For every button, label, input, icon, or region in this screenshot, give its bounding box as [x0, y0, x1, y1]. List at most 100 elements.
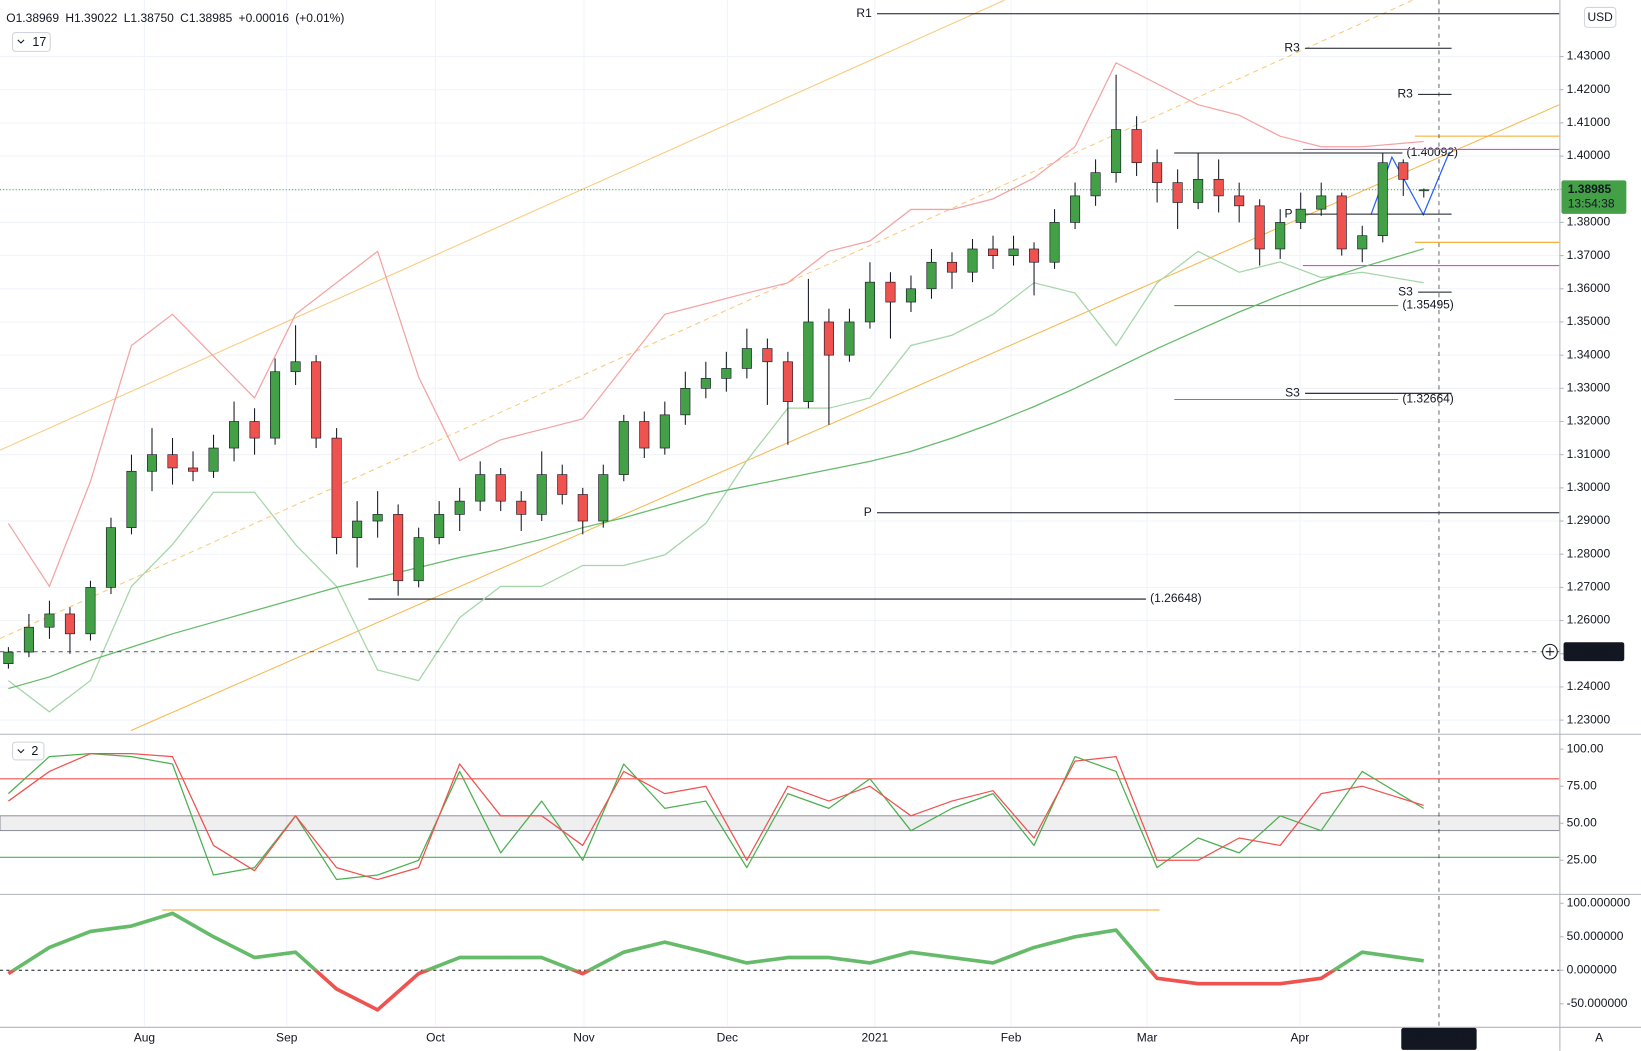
candle-body — [1090, 172, 1101, 197]
y-tick-label: 50.00 — [1567, 815, 1597, 829]
candle-body — [598, 474, 609, 522]
candle-body — [188, 467, 199, 472]
trend-line — [0, 0, 1005, 451]
x-tick-label: Mar — [1137, 1030, 1158, 1044]
y-tick-label: 1.34000 — [1567, 347, 1611, 361]
y-tick-label: 1.23000 — [1567, 712, 1611, 726]
y-tick-label: 100.00 — [1567, 741, 1604, 755]
candle-body — [146, 454, 158, 472]
candle-body — [741, 348, 752, 369]
chevron-icon — [17, 39, 25, 44]
candle-body — [946, 261, 958, 273]
chevron-icon — [17, 749, 25, 754]
candle-body — [105, 527, 116, 588]
candle-body — [1213, 178, 1224, 197]
level-label: P — [864, 505, 872, 519]
level-label: R3 — [1397, 87, 1413, 101]
indicator-line — [8, 753, 1424, 881]
y-tick-label: 1.37000 — [1567, 248, 1611, 262]
candle-body — [905, 288, 916, 303]
y-tick-label: -50.000000 — [1567, 996, 1628, 1010]
momentum-pane — [0, 909, 1560, 1012]
candle-body — [1254, 205, 1265, 250]
y-tick-label: 1.40000 — [1567, 148, 1611, 162]
x-tick-label: Oct — [426, 1030, 445, 1044]
candle-body — [495, 474, 506, 502]
candle-body — [413, 537, 424, 582]
candle-body — [331, 437, 342, 538]
x-tick-label: Nov — [573, 1030, 594, 1044]
candle-body — [885, 281, 896, 303]
currency-box[interactable] — [1583, 6, 1617, 28]
level-label: (1.35495) — [1402, 298, 1453, 312]
candle-body — [1418, 189, 1429, 192]
candle-body — [454, 500, 465, 515]
last-price-tag — [1561, 180, 1627, 214]
candle-body — [475, 474, 486, 502]
candle-body — [823, 321, 834, 356]
level-label: (1.40092) — [1407, 145, 1458, 159]
level-label: R1 — [856, 6, 872, 20]
candle-body — [1172, 182, 1183, 203]
ohlc-value: C1.38985 — [180, 11, 232, 25]
indicator-count: 2 — [31, 744, 38, 758]
level-label: S3 — [1398, 284, 1413, 298]
plus-icon — [1545, 647, 1555, 656]
crosshair-time: 29 Apr '21 — [1412, 1032, 1466, 1046]
candle-body — [44, 613, 55, 628]
ohlc-value: H1.39022 — [65, 11, 117, 25]
overlay-line — [8, 248, 1424, 690]
candle-body — [1275, 222, 1286, 250]
indicator-line — [7, 753, 1425, 881]
indicator-toggle[interactable] — [12, 32, 51, 52]
countdown: 13:54:38 — [1568, 197, 1615, 211]
band — [0, 815, 1560, 832]
y-tick-label: 1.42000 — [1567, 82, 1611, 96]
y-tick-label: 100.000000 — [1567, 895, 1631, 909]
ohlc-value: (+0.01%) — [295, 11, 344, 25]
candle-body — [23, 626, 34, 653]
candle-body — [762, 348, 773, 363]
candle-body — [680, 388, 691, 416]
candle-body — [1131, 129, 1142, 164]
candle-body — [803, 321, 814, 402]
candle-body — [987, 248, 999, 256]
level-label: (1.26648) — [1150, 591, 1201, 605]
y-tick-label: 25.00 — [1567, 852, 1597, 866]
candle-body — [659, 414, 670, 449]
candle-body — [1111, 129, 1122, 173]
level-label: S3 — [1285, 385, 1300, 399]
candle-body — [721, 368, 732, 379]
crosshair-time-tag — [1401, 1027, 1477, 1050]
candle-body — [249, 421, 260, 439]
level-label: R3 — [1284, 40, 1300, 54]
candle-body — [1336, 195, 1347, 250]
indicator-toggle[interactable] — [12, 741, 45, 761]
y-tick-label: 1.33000 — [1567, 380, 1611, 394]
candle-body — [1357, 235, 1368, 250]
candle-body — [1070, 195, 1081, 223]
trend-line — [0, 0, 1414, 640]
overlay-line — [7, 250, 1424, 713]
currency: USD — [1587, 10, 1613, 24]
candle-body — [1008, 248, 1019, 256]
auto-scale[interactable]: A — [1595, 1030, 1603, 1044]
crosshair-price-tag — [1563, 642, 1625, 662]
candle-body — [290, 361, 301, 373]
x-tick-label: 2021 — [861, 1030, 888, 1044]
overlay-line — [7, 61, 1424, 588]
y-tick-label: 1.43000 — [1567, 49, 1611, 63]
x-tick-label: Dec — [717, 1030, 738, 1044]
level-label: P — [1284, 206, 1292, 220]
candle-body — [434, 514, 445, 538]
candle-body — [1049, 222, 1060, 263]
y-tick-label: 1.24000 — [1567, 679, 1611, 693]
candle-body — [1377, 162, 1388, 237]
candle-body — [967, 248, 978, 273]
candle-body — [1234, 195, 1245, 207]
y-tick-label: 75.00 — [1567, 778, 1597, 792]
x-tick-label: Aug — [134, 1030, 155, 1044]
